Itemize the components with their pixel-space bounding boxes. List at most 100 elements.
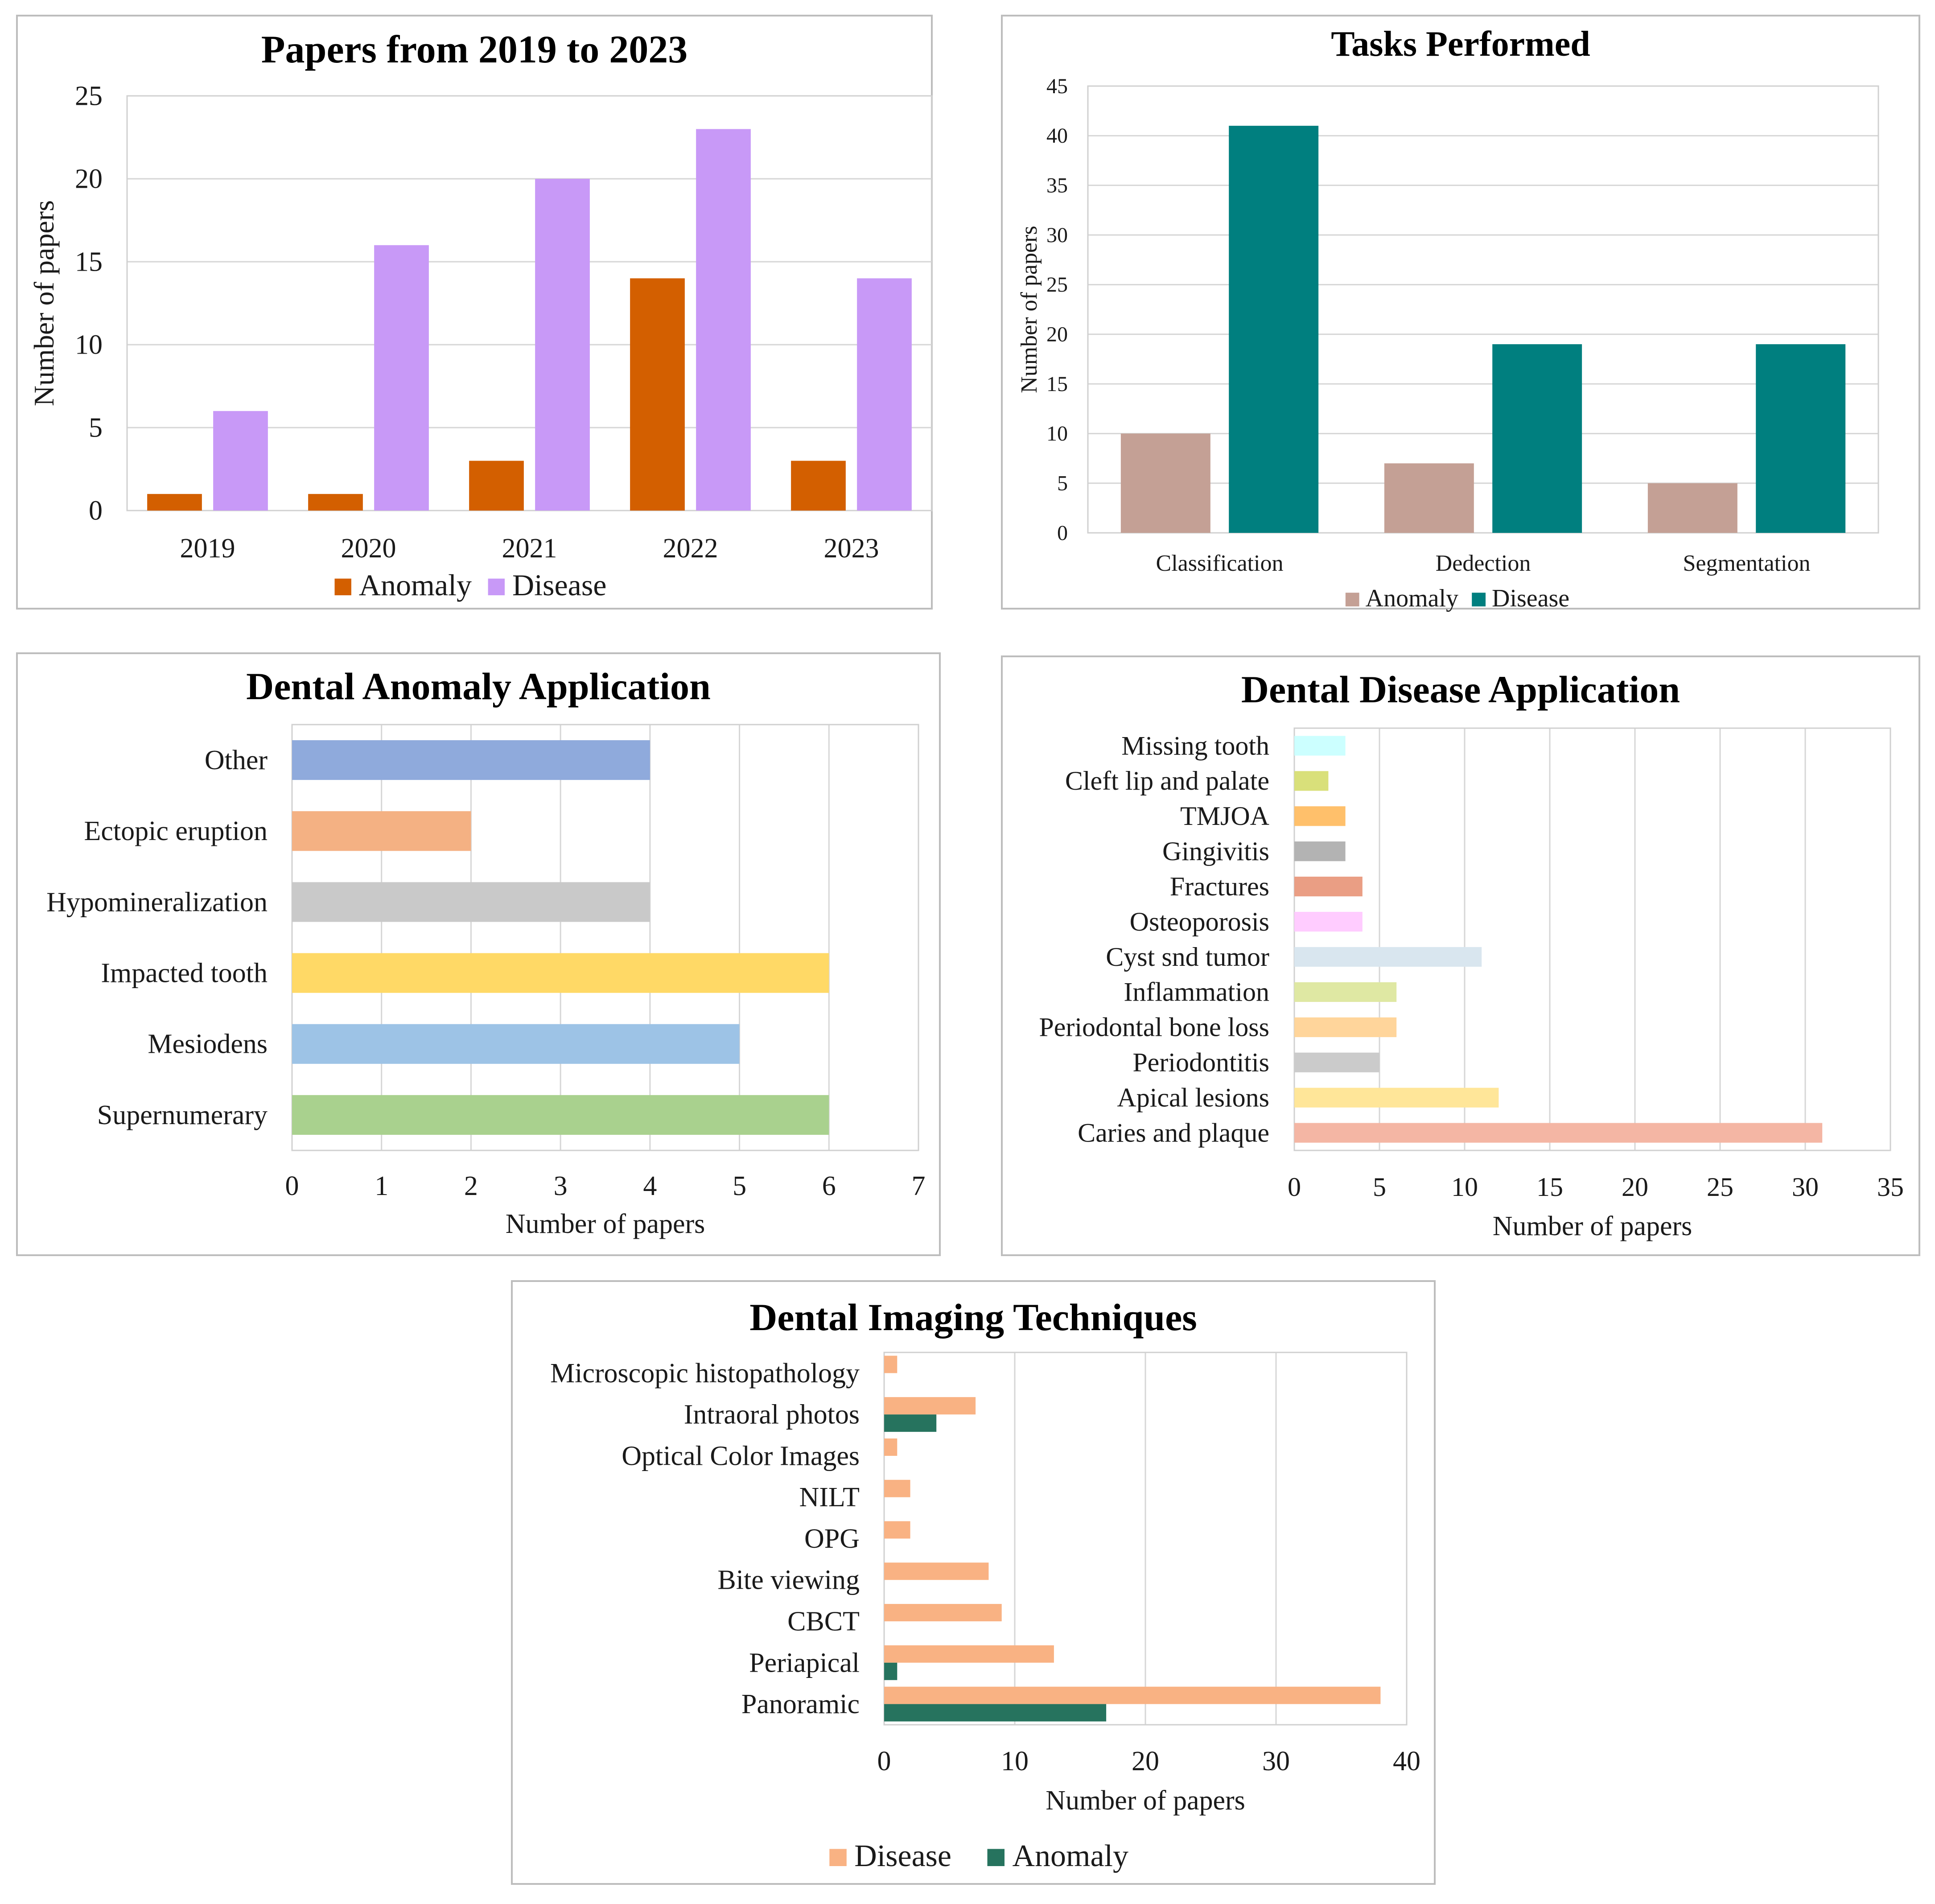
- disease-category-label-cleft-lip-and-palate: Cleft lip and palate: [1065, 766, 1269, 795]
- panel-tasks-chart: Tasks Performed 0 5 10 15 20 25 30 35 40 45 Classif…: [1001, 15, 1920, 612]
- disease-x-axis-label: Number of papers: [1493, 1211, 1692, 1241]
- tasks-chart-title: Tasks Performed: [1331, 25, 1590, 64]
- tasks-legend-swatch-anomaly: [1345, 593, 1359, 606]
- anomaly-bar-impacted-tooth: [292, 953, 829, 993]
- anomaly-chart-title: Dental Anomaly Application: [246, 665, 711, 708]
- disease-bar-apical-lesions: [1294, 1088, 1499, 1108]
- disease-bar-periodontitis: [1294, 1052, 1379, 1072]
- disease-category-label-inflammation: Inflammation: [1124, 977, 1269, 1007]
- panel-papers-chart: Papers from 2019 to 2023 0 5 10 15 20 25 2019 20…: [16, 15, 933, 610]
- tasks-x-tick-label-classification: Classification: [1156, 551, 1284, 576]
- papers-y-tick-label-5: 25: [75, 81, 103, 111]
- disease-bar-gingivitis: [1294, 841, 1346, 861]
- imaging-bar-disease-cbct: [884, 1604, 1002, 1622]
- papers-y-tick-label-3: 15: [75, 247, 103, 277]
- anomaly-x-axis-label: Number of papers: [506, 1209, 705, 1239]
- imaging-bar-disease-optical-color-images: [884, 1438, 898, 1456]
- disease-category-label-periodontal-bone-loss: Periodontal bone loss: [1039, 1013, 1269, 1042]
- anomaly-bar-mesiodens: [292, 1024, 740, 1064]
- imaging-x-tick-label-3: 30: [1262, 1746, 1290, 1776]
- imaging-bar-disease-nilt: [884, 1480, 910, 1497]
- disease-bar-fractures: [1294, 877, 1363, 897]
- papers-bar-disease-2023: [857, 278, 912, 511]
- disease-category-label-fractures: Fractures: [1170, 872, 1269, 901]
- papers-y-axis-label: Number of papers: [28, 200, 60, 406]
- tasks-plot-area: [1087, 85, 1879, 534]
- papers-legend-swatch-anomaly: [334, 578, 351, 595]
- imaging-bar-disease-intraoral-photos: [884, 1397, 976, 1415]
- tasks-bar-disease-classification: [1229, 126, 1319, 533]
- disease-category-label-missing-tooth: Missing tooth: [1121, 731, 1269, 760]
- disease-x-tick-label-3: 15: [1536, 1172, 1563, 1202]
- tasks-y-tick-label-2: 10: [1046, 422, 1068, 445]
- anomaly-bar-supernumerary: [292, 1095, 829, 1135]
- tasks-y-tick-label-8: 40: [1046, 124, 1068, 148]
- imaging-x-tick-label-4: 40: [1393, 1746, 1420, 1776]
- imaging-category-label-cbct: CBCT: [787, 1607, 860, 1637]
- anomaly-x-tick-label-7: 7: [912, 1171, 926, 1201]
- tasks-y-tick-label-6: 30: [1046, 223, 1068, 247]
- tasks-x-tick-label-dedection: Dedection: [1436, 551, 1531, 576]
- anomaly-category-label-ectopic-eruption: Ectopic eruption: [84, 816, 268, 846]
- papers-y-tick-label-0: 0: [89, 495, 103, 526]
- anomaly-x-tick-label-3: 3: [554, 1171, 568, 1201]
- imaging-x-tick-label-1: 10: [1001, 1746, 1029, 1776]
- imaging-category-label-nilt: NILT: [799, 1482, 860, 1512]
- papers-plot-area: [126, 95, 933, 511]
- anomaly-x-tick-label-2: 2: [464, 1171, 478, 1201]
- imaging-legend-swatch-anomaly: [987, 1849, 1005, 1866]
- papers-x-tick-label-2019: 2019: [180, 533, 235, 564]
- papers-bar-anomaly-2021: [469, 461, 524, 511]
- imaging-category-label-intraoral-photos: Intraoral photos: [684, 1400, 860, 1430]
- tasks-x-tick-label-segmentation: Segmentation: [1683, 551, 1811, 576]
- disease-chart-title: Dental Disease Application: [1241, 668, 1680, 711]
- tasks-bar-anomaly-classification: [1120, 433, 1210, 533]
- imaging-category-label-bite-viewing: Bite viewing: [717, 1565, 860, 1595]
- disease-x-tick-label-6: 30: [1792, 1172, 1819, 1202]
- imaging-category-label-panoramic: Panoramic: [741, 1689, 860, 1719]
- anomaly-bar-hypomineralization: [292, 882, 650, 922]
- imaging-x-axis-label: Number of papers: [1046, 1785, 1245, 1816]
- anomaly-x-tick-label-1: 1: [375, 1171, 388, 1201]
- tasks-legend-label-anomaly: Anomaly: [1366, 585, 1458, 612]
- papers-x-tick-label-2021: 2021: [502, 533, 557, 564]
- anomaly-x-tick-label-4: 4: [643, 1171, 657, 1201]
- papers-x-tick-label-2023: 2023: [824, 533, 879, 564]
- panel-anomaly-chart: Dental Anomaly Application 0 1 2 3 4 5 6 7 Other E…: [16, 652, 941, 1256]
- imaging-panel-frame: [511, 1280, 1436, 1885]
- tasks-bar-anomaly-dedection: [1384, 463, 1474, 533]
- disease-x-tick-label-5: 25: [1707, 1172, 1733, 1202]
- imaging-chart-title: Dental Imaging Techniques: [749, 1296, 1197, 1339]
- disease-x-tick-label-1: 5: [1373, 1172, 1386, 1202]
- tasks-y-tick-label-7: 35: [1046, 174, 1068, 198]
- disease-category-label-caries-and-plaque: Caries and plaque: [1078, 1118, 1269, 1147]
- disease-category-label-osteoporosis: Osteoporosis: [1130, 907, 1269, 936]
- imaging-bar-disease-panoramic: [884, 1686, 1381, 1704]
- panel-imaging-chart: Dental Imaging Techniques 0 10 20 30 40 Micros…: [511, 1280, 1436, 1885]
- papers-y-tick-label-4: 20: [75, 164, 103, 194]
- anomaly-x-tick-label-6: 6: [822, 1171, 836, 1201]
- disease-bar-cleft-lip-and-palate: [1294, 771, 1329, 791]
- imaging-bar-anomaly-intraoral-photos: [884, 1414, 937, 1432]
- papers-legend-label-disease: Disease: [512, 568, 606, 602]
- anomaly-x-tick-label-5: 5: [733, 1171, 746, 1201]
- imaging-category-label-periapical: Periapical: [749, 1648, 860, 1678]
- imaging-bar-disease-periapical: [884, 1645, 1054, 1663]
- disease-x-tick-label-2: 10: [1451, 1172, 1478, 1202]
- disease-bar-cyst-snd-tumor: [1294, 947, 1482, 967]
- tasks-y-axis-label: Number of papers: [1017, 226, 1042, 393]
- disease-category-label-cyst-snd-tumor: Cyst snd tumor: [1106, 942, 1269, 972]
- disease-x-tick-label-0: 0: [1288, 1172, 1301, 1202]
- disease-category-label-tmjoa: TMJOA: [1180, 801, 1269, 831]
- tasks-y-tick-label-9: 45: [1046, 74, 1068, 98]
- disease-bar-missing-tooth: [1294, 736, 1346, 756]
- disease-bar-tmjoa: [1294, 806, 1346, 826]
- imaging-bar-disease-bite-viewing: [884, 1562, 989, 1580]
- imaging-x-tick-label-0: 0: [877, 1746, 891, 1776]
- anomaly-category-label-mesiodens: Mesiodens: [148, 1029, 268, 1059]
- tasks-legend-swatch-disease: [1472, 593, 1486, 606]
- papers-bar-anomaly-2022: [630, 278, 685, 511]
- tasks-y-tick-label-5: 25: [1046, 273, 1068, 297]
- papers-panel-frame: [16, 15, 933, 610]
